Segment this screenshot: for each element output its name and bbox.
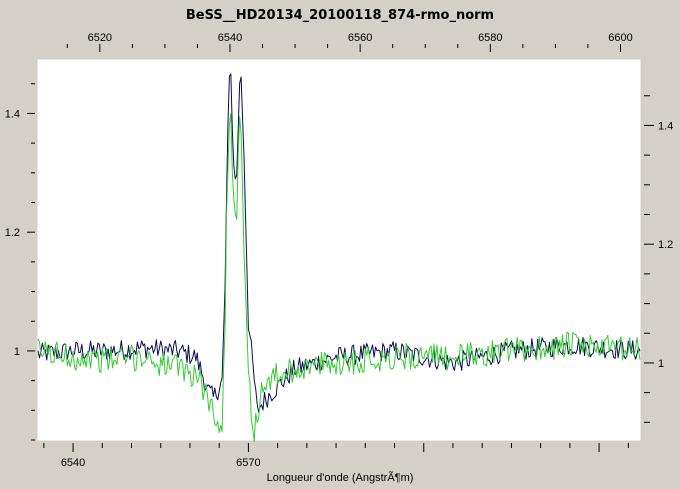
chart-title: BeSS__HD20134_20100118_874-rmo_norm (185, 8, 495, 23)
top-tick-label: 6540 (218, 32, 242, 44)
bottom-tick-label: 6570 (236, 457, 260, 469)
right-tick-label: 1.4 (658, 120, 673, 132)
top-tick-label: 6560 (348, 32, 372, 44)
bottom-tick-label: 6540 (61, 457, 85, 469)
left-tick-label: 1.4 (5, 108, 20, 120)
right-tick-label: 1.2 (658, 239, 673, 251)
series-line-green (37, 112, 641, 442)
x-axis-label: Longueur d'onde (AngstrÃ¶m) (266, 472, 414, 484)
right-tick-label: 1 (658, 358, 664, 370)
top-tick-label: 6520 (88, 32, 112, 44)
top-tick-label: 6580 (478, 32, 502, 44)
left-tick-label: 1 (14, 346, 20, 358)
plot-area (37, 59, 641, 441)
top-tick-label: 6600 (608, 32, 632, 44)
left-tick-label: 1.2 (5, 227, 20, 239)
ticks-layer: 6520 6540 6560 6580 6600 6540 6570 1.4 1.2 1 1.4 1.… (5, 32, 674, 469)
series-layer (37, 73, 641, 442)
